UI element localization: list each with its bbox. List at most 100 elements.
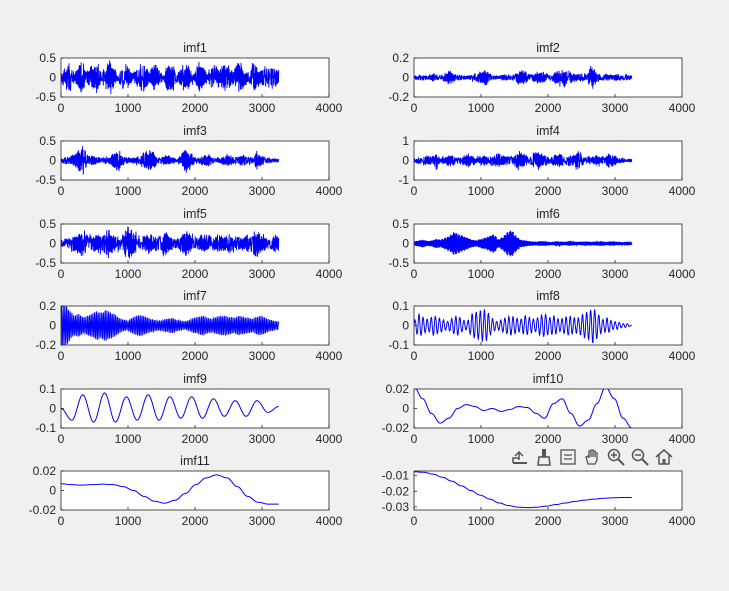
x-tick-label: 0 xyxy=(58,101,65,115)
subplot-title: imf6 xyxy=(536,207,560,221)
x-tick-label: 4000 xyxy=(316,267,343,281)
x-tick-label: 1000 xyxy=(115,432,142,446)
subplot-title: imf11 xyxy=(180,454,210,468)
y-tick-label: 0 xyxy=(402,319,409,333)
signal-line xyxy=(414,230,633,257)
x-tick-label: 0 xyxy=(58,349,65,363)
x-tick-label: 4000 xyxy=(669,101,696,115)
x-tick-label: 1000 xyxy=(468,184,495,198)
axes-toolbar xyxy=(508,446,675,468)
x-tick-label: 0 xyxy=(411,349,418,363)
x-tick-label: 3000 xyxy=(602,184,629,198)
brush-icon[interactable] xyxy=(532,446,555,468)
subplot-title: imf1 xyxy=(183,41,207,55)
x-tick-label: 2000 xyxy=(535,432,562,446)
subplot-panel-12: 0 1000 2000 3000 4000 -0.03 -0.02-0.01 xyxy=(382,469,696,528)
x-tick-label: 1000 xyxy=(468,349,495,363)
subplot-title: imf4 xyxy=(536,124,560,138)
axes-box xyxy=(60,388,330,429)
x-tick-label: 0 xyxy=(58,267,65,281)
legend-icon[interactable] xyxy=(556,446,579,468)
y-tick-label: -0.2 xyxy=(35,338,56,352)
axes-box xyxy=(60,470,330,511)
zoom-in-icon[interactable] xyxy=(604,446,627,468)
signal-line xyxy=(61,474,279,505)
x-tick-label: 3000 xyxy=(602,349,629,363)
pan-hand-icon[interactable] xyxy=(580,446,603,468)
y-tick-label: 0 xyxy=(402,71,409,85)
y-tick-label: 0.1 xyxy=(392,299,409,313)
y-tick-label: 0.1 xyxy=(39,382,56,396)
x-tick-label: 4000 xyxy=(316,432,343,446)
x-tick-label: 1000 xyxy=(115,267,142,281)
signal-line xyxy=(61,60,280,95)
x-tick-label: 0 xyxy=(58,184,65,198)
x-tick-label: 2000 xyxy=(535,514,562,528)
axes-box xyxy=(413,470,683,511)
y-tick-label: -0.2 xyxy=(388,90,409,104)
y-tick-label: 0 xyxy=(49,484,56,498)
y-tick-label: 0 xyxy=(402,154,409,168)
signal-line xyxy=(61,146,280,175)
x-tick-label: 1000 xyxy=(115,349,142,363)
y-tick-label: 0 xyxy=(402,402,409,416)
x-tick-label: 3000 xyxy=(249,101,276,115)
signal-line xyxy=(61,392,279,423)
x-tick-label: 2000 xyxy=(182,184,209,198)
x-tick-label: 3000 xyxy=(249,184,276,198)
y-tick-label: 0 xyxy=(402,237,409,251)
y-tick-label: -0.02 xyxy=(382,421,410,435)
x-tick-label: 0 xyxy=(58,432,65,446)
x-tick-label: 2000 xyxy=(535,267,562,281)
export-icon[interactable] xyxy=(508,446,531,468)
subplot-title: imf10 xyxy=(533,372,564,386)
y-tick-label: 0.5 xyxy=(392,217,409,231)
x-tick-label: 1000 xyxy=(115,184,142,198)
x-tick-label: 4000 xyxy=(316,101,343,115)
signal-line xyxy=(414,471,632,509)
home-icon[interactable] xyxy=(652,446,675,468)
x-tick-label: 2000 xyxy=(182,349,209,363)
x-tick-label: 0 xyxy=(411,101,418,115)
signal-line xyxy=(414,150,633,171)
y-tick-label: -0.5 xyxy=(35,173,56,187)
x-tick-label: 0 xyxy=(411,432,418,446)
y-tick-label: 0 xyxy=(49,237,56,251)
y-tick-label: 0.02 xyxy=(386,382,410,396)
x-tick-label: 3000 xyxy=(602,514,629,528)
zoom-out-icon[interactable] xyxy=(628,446,651,468)
subplot-title: imf9 xyxy=(183,372,207,386)
x-tick-label: 0 xyxy=(58,514,65,528)
signal-line xyxy=(414,308,632,343)
x-tick-label: 2000 xyxy=(182,267,209,281)
x-tick-label: 1000 xyxy=(468,267,495,281)
x-tick-label: 2000 xyxy=(182,101,209,115)
signal-line xyxy=(414,65,633,89)
x-tick-label: 1000 xyxy=(468,514,495,528)
y-tick-label: 0.2 xyxy=(39,299,56,313)
y-tick-label: 0.5 xyxy=(39,134,56,148)
x-tick-label: 2000 xyxy=(535,184,562,198)
subplot-title: imf7 xyxy=(183,289,207,303)
x-tick-label: 4000 xyxy=(316,349,343,363)
x-tick-label: 0 xyxy=(411,267,418,281)
y-tick-label: -0.1 xyxy=(35,421,56,435)
y-tick-label: -0.5 xyxy=(35,90,56,104)
y-tick-label: -0.1 xyxy=(388,338,409,352)
x-tick-label: 0 xyxy=(411,184,418,198)
subplot-title: imf2 xyxy=(536,41,560,55)
signal-line xyxy=(415,389,632,428)
x-tick-label: 1000 xyxy=(468,101,495,115)
subplot-title: imf5 xyxy=(183,207,207,221)
y-tick-label: 0 xyxy=(49,71,56,85)
x-tick-label: 1000 xyxy=(115,514,142,528)
y-tick-label: 0 xyxy=(49,319,56,333)
